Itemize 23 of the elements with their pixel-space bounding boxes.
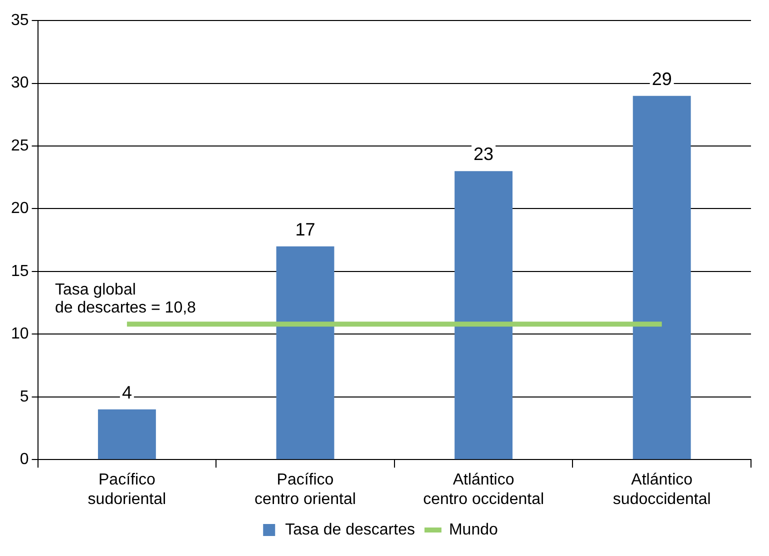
data-label: 29 <box>652 68 672 89</box>
bar <box>632 96 691 460</box>
x-tick-label: Atlántico centro occidental <box>423 472 544 508</box>
annotation: Tasa global de descartes = 10,8 <box>54 282 196 317</box>
y-tick-label: 25 <box>11 137 29 154</box>
y-tick-label: 5 <box>20 388 29 406</box>
legend-label: Tasa de descartes <box>285 521 415 538</box>
x-tick-label: Atlántico sudoccidental <box>612 472 711 508</box>
legend-label: Mundo <box>448 521 498 538</box>
bar <box>454 171 513 460</box>
y-tick-label: 10 <box>11 326 29 343</box>
bar <box>276 246 334 460</box>
x-tick-label: Pacífico centro oriental <box>254 472 356 508</box>
data-label: 17 <box>295 219 316 240</box>
bar <box>98 409 156 460</box>
y-tick-label: 35 <box>11 12 29 30</box>
y-tick-label: 0 <box>20 451 29 468</box>
x-tick-label: Pacífico sudoriental <box>88 472 166 508</box>
data-label: 23 <box>474 144 494 164</box>
y-tick-label: 15 <box>11 262 29 280</box>
y-tick-label: 30 <box>11 74 29 92</box>
data-label: 4 <box>122 382 132 402</box>
y-tick-label: 20 <box>11 200 29 218</box>
